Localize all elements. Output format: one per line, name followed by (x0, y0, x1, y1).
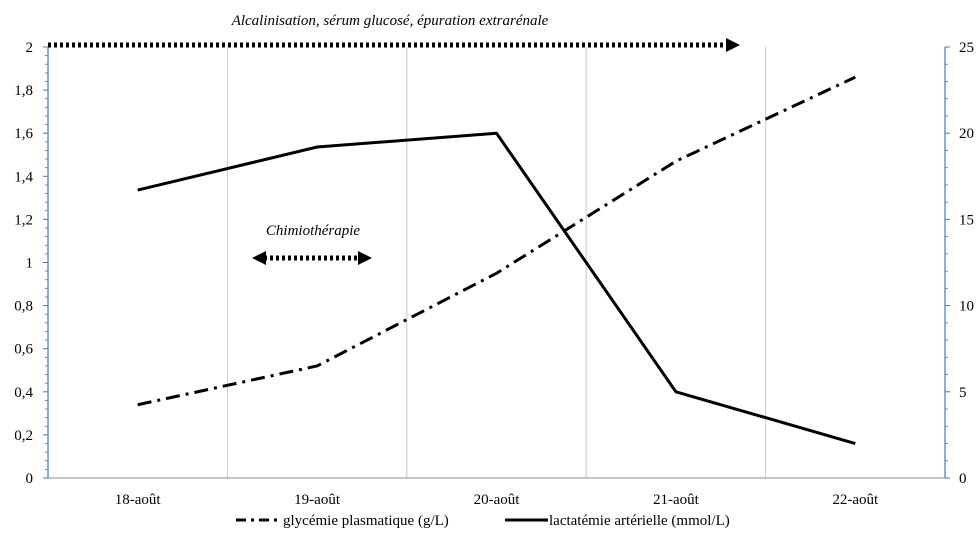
right-tick-label: 15 (959, 212, 974, 228)
x-tick-label: 21-août (653, 492, 700, 508)
right-tick-label: 0 (959, 471, 967, 487)
annotations: Alcalinisation, sérum glucosé, épuration… (48, 13, 740, 265)
x-tick-label: 20-août (474, 492, 521, 508)
left-tick-label: 1,2 (14, 212, 33, 228)
lactatemie-line (137, 131, 856, 445)
treatment-arrow-head (726, 38, 740, 52)
left-tick-label: 0,2 (14, 428, 33, 444)
axes (43, 46, 950, 479)
left-tick-label: 1,8 (14, 83, 33, 99)
left-tick-label: 1,4 (14, 169, 33, 185)
right-tick-label: 20 (959, 126, 974, 142)
x-tick-label: 19-août (294, 492, 341, 508)
legend-glycemie-label: glycémie plasmatique (g/L) (283, 513, 449, 529)
left-tick-label: 0,8 (14, 299, 33, 315)
right-tick-label: 10 (959, 299, 974, 315)
legend: glycémie plasmatique (g/L) lactatémie art… (236, 513, 730, 529)
left-tick-label: 2 (26, 40, 34, 56)
left-tick-label: 1 (26, 256, 34, 272)
right-tick-label: 25 (959, 40, 974, 56)
vertical-gridlines (226, 47, 767, 478)
left-tick-label: 1,6 (14, 126, 33, 142)
right-tick-label: 5 (959, 385, 967, 401)
x-tick-label: 22-août (832, 492, 879, 508)
series-lines (137, 75, 856, 445)
chemo-arrow-head-right (358, 251, 372, 265)
x-tick-label: 18-août (115, 492, 162, 508)
legend-lactatemie-label: lactatémie artérielle (mmol/L) (549, 513, 730, 529)
tick-labels: 00,20,40,60,811,21,41,61,82051015202518-… (14, 40, 974, 508)
left-tick-label: 0 (26, 471, 34, 487)
left-tick-label: 0,4 (14, 385, 33, 401)
left-tick-label: 0,6 (14, 342, 33, 358)
glycemie-line (137, 75, 856, 407)
chemo-arrow-head-left (252, 251, 266, 265)
treatment-annotation: Alcalinisation, sérum glucosé, épuration… (231, 13, 549, 29)
chemo-annotation: Chimiothérapie (266, 223, 361, 239)
